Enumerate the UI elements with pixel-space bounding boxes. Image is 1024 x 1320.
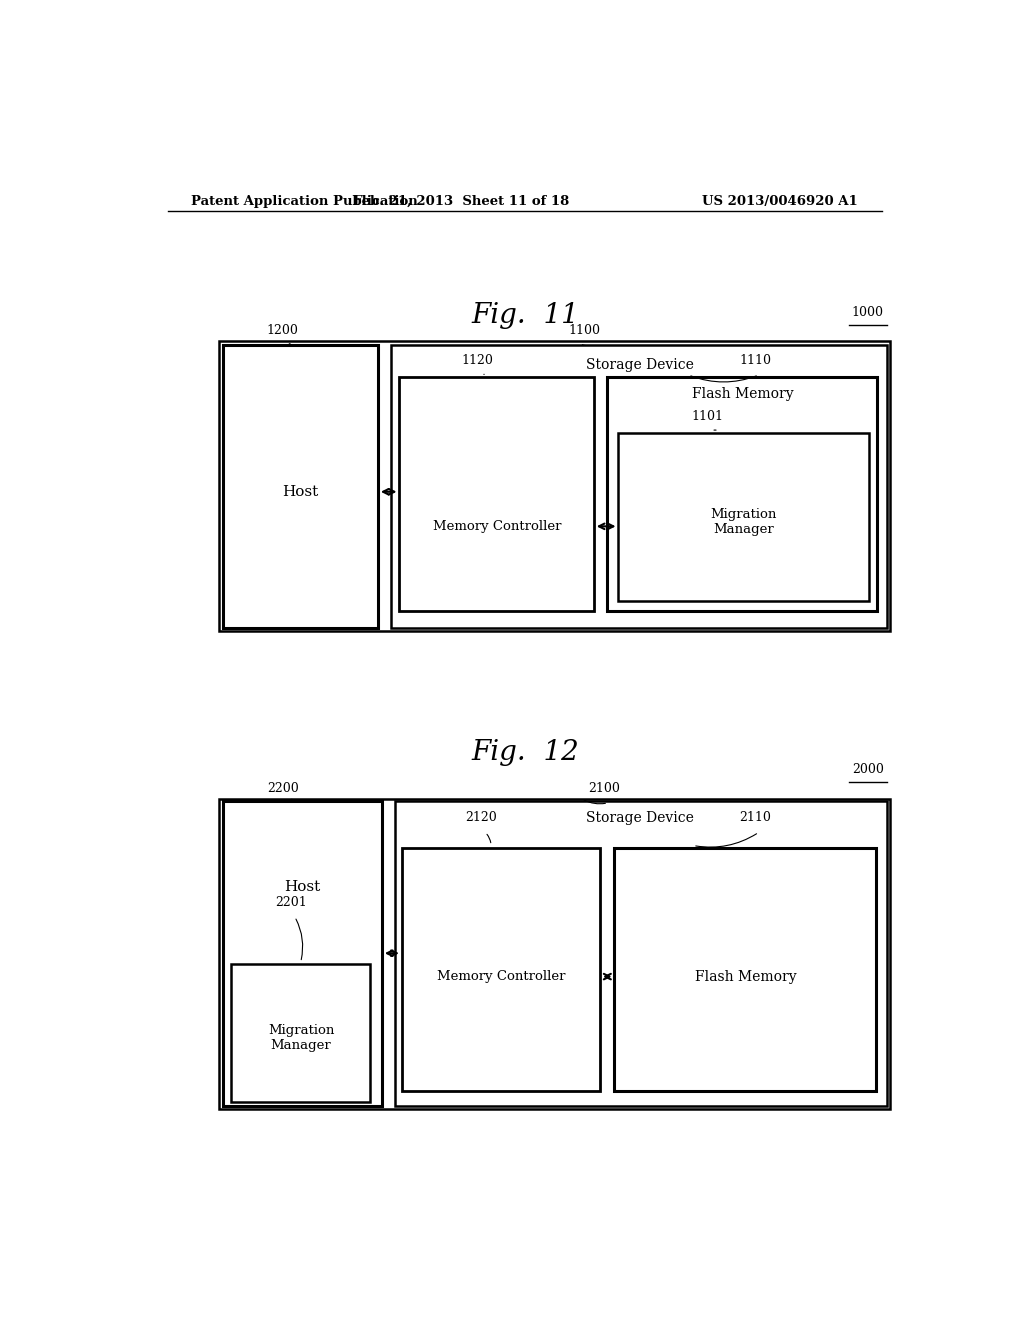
Text: 1110: 1110 [739,354,771,367]
Text: Fig.  11: Fig. 11 [471,302,579,330]
Bar [223,801,382,1106]
Text: 1100: 1100 [568,325,600,338]
Bar [401,847,600,1092]
Text: 2100: 2100 [588,781,621,795]
Text: 1101: 1101 [691,409,723,422]
Text: US 2013/0046920 A1: US 2013/0046920 A1 [702,194,858,207]
Text: 2200: 2200 [267,781,299,795]
Text: 1000: 1000 [852,306,884,319]
Bar [391,346,888,628]
Text: Migration
Manager: Migration Manager [711,508,777,536]
Text: Memory Controller: Memory Controller [437,970,565,983]
Bar [219,342,890,631]
Text: 1200: 1200 [267,325,299,338]
Text: Host: Host [282,484,318,499]
Text: 2120: 2120 [465,812,497,824]
Text: 2201: 2201 [274,895,306,908]
Text: 2110: 2110 [739,812,771,824]
Text: Storage Device: Storage Device [586,810,694,825]
Text: Migration
Manager: Migration Manager [268,1023,334,1052]
Text: Fig.  12: Fig. 12 [471,739,579,767]
Text: Flash Memory: Flash Memory [694,970,797,983]
Bar [231,965,370,1102]
Text: Memory Controller: Memory Controller [433,520,561,533]
Text: Feb. 21, 2013  Sheet 11 of 18: Feb. 21, 2013 Sheet 11 of 18 [353,194,569,207]
Bar [219,799,890,1109]
Text: Host: Host [285,880,321,894]
Text: Storage Device: Storage Device [586,358,694,372]
Text: 1120: 1120 [461,354,494,367]
Bar [223,346,378,628]
Bar [607,378,878,611]
Text: 2000: 2000 [852,763,884,776]
Bar [618,433,869,601]
Text: Patent Application Publication: Patent Application Publication [191,194,418,207]
Bar [399,378,594,611]
Text: Flash Memory: Flash Memory [692,387,794,401]
Bar [614,847,877,1092]
Bar [394,801,887,1106]
